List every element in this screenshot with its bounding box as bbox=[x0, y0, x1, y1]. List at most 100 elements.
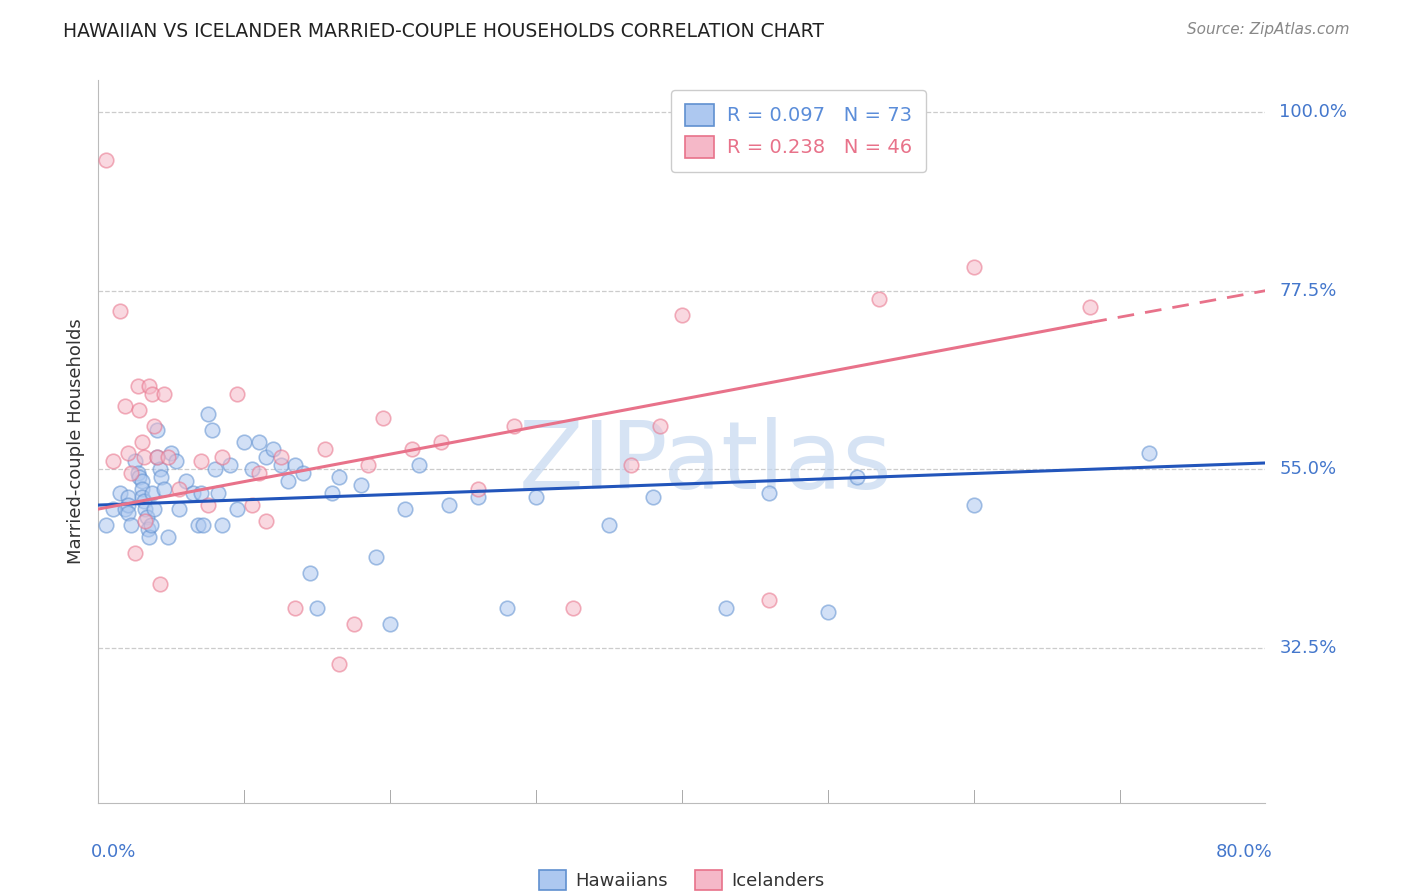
Point bbox=[165, 454, 187, 468]
Point bbox=[146, 450, 169, 465]
Point bbox=[101, 454, 124, 468]
Point bbox=[671, 308, 693, 322]
Point bbox=[190, 486, 212, 500]
Point bbox=[758, 486, 780, 500]
Point bbox=[120, 467, 142, 481]
Point bbox=[247, 434, 270, 449]
Y-axis label: Married-couple Households: Married-couple Households bbox=[66, 318, 84, 565]
Point bbox=[284, 458, 307, 473]
Point bbox=[157, 530, 180, 544]
Point bbox=[1080, 300, 1102, 314]
Legend: Hawaiians, Icelanders: Hawaiians, Icelanders bbox=[531, 863, 832, 892]
Point bbox=[380, 617, 402, 632]
Point bbox=[134, 502, 156, 516]
Text: 77.5%: 77.5% bbox=[1279, 282, 1337, 300]
Point bbox=[371, 410, 394, 425]
Text: 100.0%: 100.0% bbox=[1279, 103, 1347, 121]
Point bbox=[131, 490, 153, 504]
Point bbox=[101, 502, 124, 516]
Point bbox=[503, 418, 526, 433]
Point bbox=[94, 153, 117, 167]
Point bbox=[298, 566, 321, 580]
Point bbox=[868, 292, 890, 306]
Point bbox=[321, 486, 343, 500]
Point bbox=[149, 577, 172, 591]
Point bbox=[270, 450, 292, 465]
Point bbox=[254, 514, 277, 528]
Point bbox=[307, 601, 329, 615]
Point bbox=[401, 442, 423, 457]
Point bbox=[157, 450, 180, 465]
Point bbox=[117, 506, 139, 520]
Point bbox=[187, 517, 209, 532]
Point bbox=[218, 458, 240, 473]
Point bbox=[328, 657, 350, 671]
Point bbox=[598, 517, 620, 532]
Text: ZIPatlas: ZIPatlas bbox=[519, 417, 891, 509]
Point bbox=[117, 498, 139, 512]
Point bbox=[167, 482, 190, 496]
Point bbox=[127, 467, 149, 481]
Point bbox=[467, 490, 489, 504]
Point bbox=[160, 446, 183, 460]
Point bbox=[247, 467, 270, 481]
Point bbox=[153, 482, 176, 496]
Point bbox=[131, 434, 153, 449]
Point bbox=[357, 458, 380, 473]
Point bbox=[141, 486, 163, 500]
Point bbox=[128, 402, 150, 417]
Point bbox=[226, 502, 249, 516]
Point bbox=[193, 517, 215, 532]
Point bbox=[114, 502, 136, 516]
Point bbox=[128, 470, 150, 484]
Point bbox=[153, 387, 176, 401]
Point bbox=[262, 442, 284, 457]
Point bbox=[364, 549, 387, 564]
Point bbox=[284, 601, 307, 615]
Point bbox=[240, 462, 263, 476]
Point bbox=[204, 462, 226, 476]
Point bbox=[350, 478, 373, 492]
Point bbox=[110, 486, 132, 500]
Point bbox=[846, 470, 869, 484]
Point bbox=[135, 510, 157, 524]
Point bbox=[817, 605, 839, 619]
Point bbox=[620, 458, 643, 473]
Point bbox=[314, 442, 336, 457]
Point bbox=[136, 522, 159, 536]
Point bbox=[197, 498, 219, 512]
Point bbox=[150, 470, 173, 484]
Point bbox=[141, 387, 163, 401]
Point bbox=[291, 467, 314, 481]
Point bbox=[146, 423, 169, 437]
Point bbox=[134, 514, 156, 528]
Point bbox=[277, 475, 299, 489]
Point bbox=[714, 601, 737, 615]
Point bbox=[127, 379, 149, 393]
Point bbox=[962, 260, 984, 274]
Point bbox=[561, 601, 583, 615]
Text: 55.0%: 55.0% bbox=[1279, 460, 1337, 478]
Point bbox=[233, 434, 256, 449]
Text: HAWAIIAN VS ICELANDER MARRIED-COUPLE HOUSEHOLDS CORRELATION CHART: HAWAIIAN VS ICELANDER MARRIED-COUPLE HOU… bbox=[63, 22, 824, 41]
Point bbox=[201, 423, 224, 437]
Text: Source: ZipAtlas.com: Source: ZipAtlas.com bbox=[1187, 22, 1350, 37]
Point bbox=[467, 482, 489, 496]
Point bbox=[328, 470, 350, 484]
Point bbox=[110, 303, 132, 318]
Point bbox=[120, 517, 142, 532]
Point bbox=[114, 399, 136, 413]
Point bbox=[117, 490, 139, 504]
Point bbox=[394, 502, 416, 516]
Point bbox=[124, 546, 146, 560]
Text: 32.5%: 32.5% bbox=[1279, 639, 1337, 657]
Point bbox=[1137, 446, 1160, 460]
Point bbox=[211, 517, 233, 532]
Point bbox=[240, 498, 263, 512]
Point bbox=[758, 593, 780, 607]
Point bbox=[174, 475, 197, 489]
Point bbox=[181, 486, 204, 500]
Point bbox=[211, 450, 233, 465]
Point bbox=[142, 418, 165, 433]
Point bbox=[132, 450, 155, 465]
